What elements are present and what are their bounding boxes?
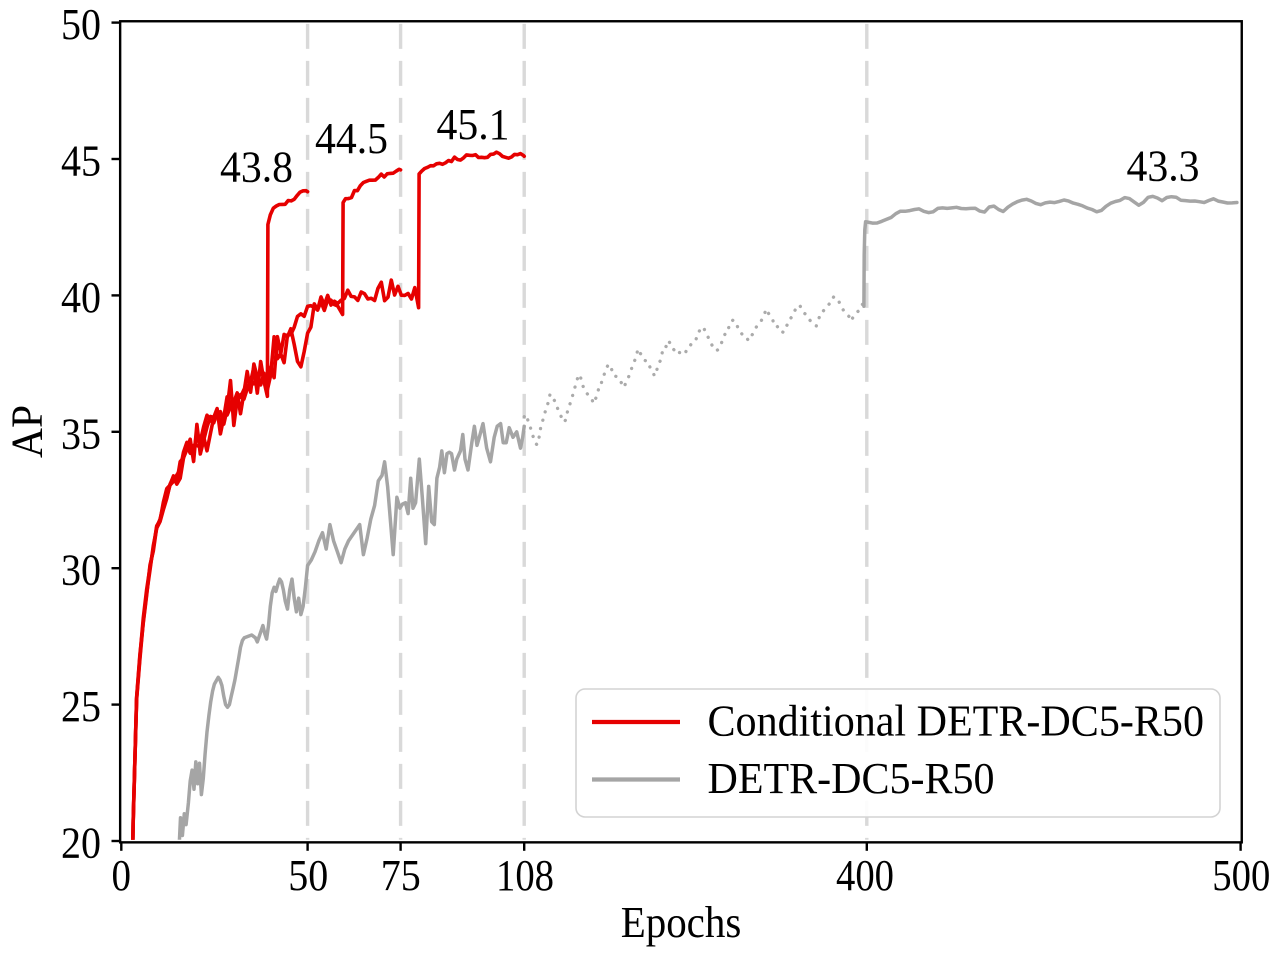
svg-text:43.3: 43.3	[1127, 142, 1200, 191]
svg-text:75: 75	[381, 851, 421, 900]
svg-text:Epochs: Epochs	[621, 898, 742, 947]
svg-text:30: 30	[61, 546, 101, 595]
svg-text:40: 40	[61, 273, 101, 322]
svg-text:43.8: 43.8	[220, 142, 293, 191]
svg-text:35: 35	[61, 409, 101, 458]
svg-text:AP: AP	[3, 405, 52, 458]
svg-text:44.5: 44.5	[315, 114, 388, 163]
svg-text:Conditional DETR-DC5-R50: Conditional DETR-DC5-R50	[708, 696, 1205, 745]
svg-text:45.1: 45.1	[437, 100, 510, 149]
svg-text:108: 108	[496, 851, 554, 900]
svg-text:20: 20	[61, 819, 101, 868]
svg-text:25: 25	[61, 682, 101, 731]
svg-text:0: 0	[112, 851, 132, 900]
svg-text:DETR-DC5-R50: DETR-DC5-R50	[708, 754, 995, 803]
svg-text:50: 50	[61, 0, 101, 49]
svg-text:50: 50	[288, 851, 328, 900]
svg-text:500: 500	[1212, 851, 1270, 900]
svg-text:45: 45	[61, 137, 101, 186]
svg-text:400: 400	[836, 851, 894, 900]
